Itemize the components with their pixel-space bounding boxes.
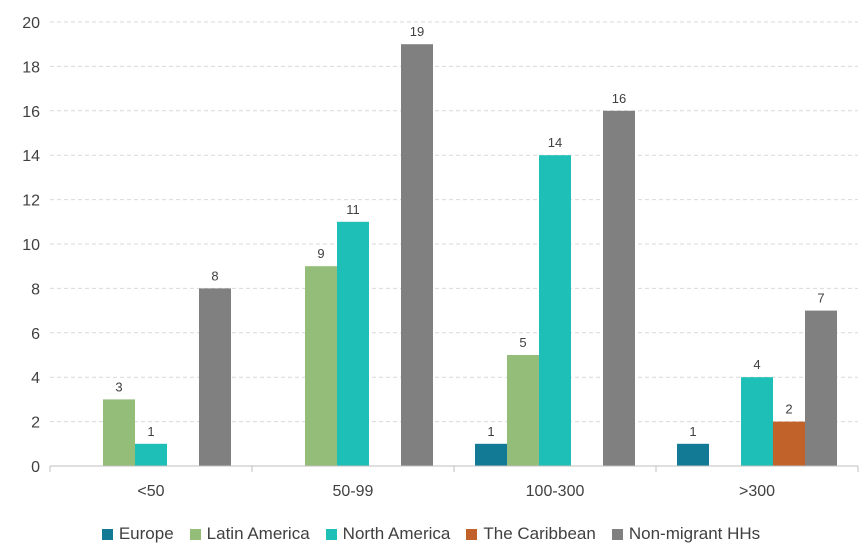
legend-item: Latin America <box>189 524 310 544</box>
bar <box>305 266 337 466</box>
data-label: 19 <box>410 24 424 39</box>
data-label: 16 <box>612 91 626 106</box>
y-tick-label: 4 <box>31 370 40 387</box>
y-tick-label: 0 <box>31 459 40 476</box>
legend-label: The Caribbean <box>483 524 596 543</box>
legend-item: The Caribbean <box>466 524 596 544</box>
legend-swatch <box>466 528 478 540</box>
legend-label: Europe <box>118 524 174 543</box>
bar <box>199 288 231 466</box>
data-label: 2 <box>785 402 792 417</box>
bar <box>677 443 709 466</box>
bar <box>773 421 805 466</box>
x-tick-label: 50-99 <box>333 483 374 500</box>
y-tick-label: 10 <box>22 237 40 254</box>
data-label: 7 <box>817 291 824 306</box>
y-tick-label: 12 <box>22 193 40 210</box>
bar <box>475 443 507 466</box>
y-tick-label: 2 <box>31 415 40 432</box>
legend: Europe Latin America North America The Cari… <box>0 522 862 546</box>
legend-swatch <box>325 528 337 540</box>
data-label: 1 <box>487 424 494 439</box>
bar <box>103 399 135 466</box>
y-tick-label: 20 <box>22 15 40 32</box>
legend-label: North America <box>342 524 451 543</box>
legend-item: North America <box>325 524 451 544</box>
y-tick-label: 14 <box>22 148 40 165</box>
y-tick-label: 8 <box>31 281 40 298</box>
data-label: 1 <box>689 424 696 439</box>
data-label: 5 <box>519 335 526 350</box>
x-tick-label: >300 <box>739 483 775 500</box>
data-label: 9 <box>317 246 324 261</box>
data-label: 8 <box>211 268 218 283</box>
y-tick-label: 16 <box>22 104 40 121</box>
x-tick-label: 100-300 <box>526 483 585 500</box>
legend-item: Europe <box>101 524 174 544</box>
legend-swatch <box>611 528 623 540</box>
bars <box>103 44 837 467</box>
bar <box>401 44 433 466</box>
bar <box>539 155 571 466</box>
bar <box>741 377 773 466</box>
legend-item: Non-migrant HHs <box>611 524 761 544</box>
legend-label: Latin America <box>206 524 310 543</box>
legend-swatch <box>189 528 201 540</box>
x-tick-label: <50 <box>137 483 164 500</box>
data-label: 14 <box>548 135 562 150</box>
bar <box>603 110 635 467</box>
data-label: 11 <box>346 202 360 217</box>
legend-swatch <box>101 528 113 540</box>
bar <box>135 443 167 466</box>
bar <box>805 310 837 466</box>
gridlines <box>50 21 858 423</box>
y-tick-label: 6 <box>31 326 40 343</box>
bar <box>337 221 369 466</box>
legend-label: Non-migrant HHs <box>628 524 761 543</box>
data-label: 4 <box>753 357 760 372</box>
bar <box>507 355 539 466</box>
data-label: 1 <box>147 424 154 439</box>
y-tick-label: 18 <box>22 59 40 76</box>
data-label: 3 <box>115 379 122 394</box>
